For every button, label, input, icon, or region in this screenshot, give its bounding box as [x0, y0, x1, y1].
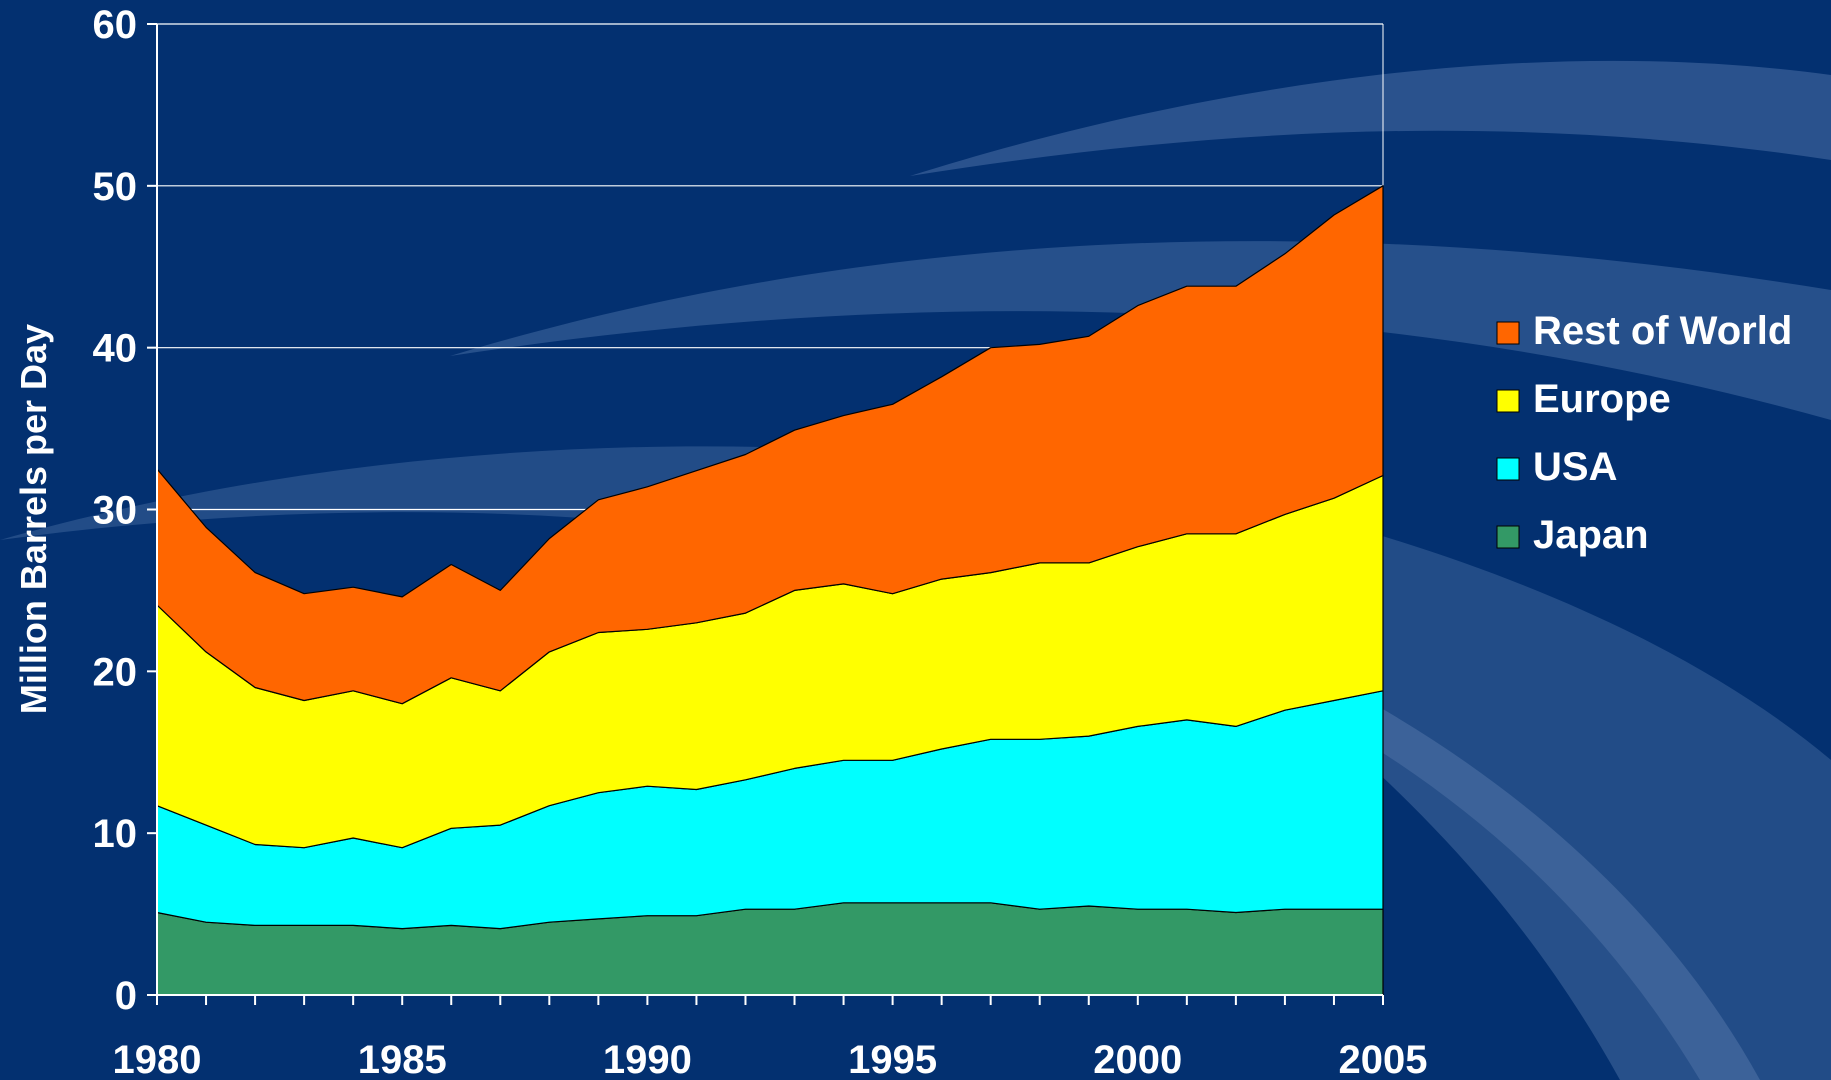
- legend-swatch-japan: [1496, 525, 1520, 549]
- x-tick-label-2005: 2005: [1339, 1038, 1428, 1080]
- swoosh-1: [910, 60, 1831, 176]
- y-axis-title: Million Barrels per Day: [13, 324, 54, 714]
- y-tick-label-0: 0: [115, 974, 137, 1018]
- legend-swatch-rest-of-world: [1496, 321, 1520, 345]
- x-tick-label-1995: 1995: [848, 1038, 937, 1080]
- legend-swatch-usa: [1496, 457, 1520, 481]
- y-tick-label-40: 40: [93, 327, 138, 371]
- axes: [147, 23, 1384, 1005]
- x-tick-labels: 1980 1985 1990 1995 2000 2005: [113, 1038, 1428, 1080]
- y-tick-label-30: 30: [93, 489, 138, 533]
- swoosh-2: [450, 241, 1831, 420]
- legend: Rest of World Europe USA Japan: [1496, 309, 1792, 557]
- series-areas: [156, 185, 1384, 996]
- legend-label-usa: USA: [1533, 445, 1617, 489]
- x-tick-label-1990: 1990: [603, 1038, 692, 1080]
- legend-label-rest-of-world: Rest of World: [1533, 309, 1792, 353]
- legend-label-europe: Europe: [1533, 377, 1671, 421]
- plot-area: 1980 1985 1990 1995 2000 2005 0 10 20 30 40 50 60: [93, 3, 1428, 1080]
- y-tick-label-60: 60: [93, 3, 138, 47]
- y-tick-labels: 0 10 20 30 40 50 60: [93, 3, 138, 1018]
- x-tick-label-1985: 1985: [358, 1038, 447, 1080]
- legend-swatch-europe: [1496, 389, 1520, 413]
- legend-label-japan: Japan: [1533, 513, 1649, 557]
- y-tick-label-50: 50: [93, 165, 138, 209]
- y-tick-label-10: 10: [93, 812, 138, 856]
- area-rest-of-world: [156, 185, 1384, 705]
- x-tick-label-2000: 2000: [1093, 1038, 1182, 1080]
- x-tick-label-1980: 1980: [113, 1038, 202, 1080]
- y-tick-label-20: 20: [93, 650, 138, 694]
